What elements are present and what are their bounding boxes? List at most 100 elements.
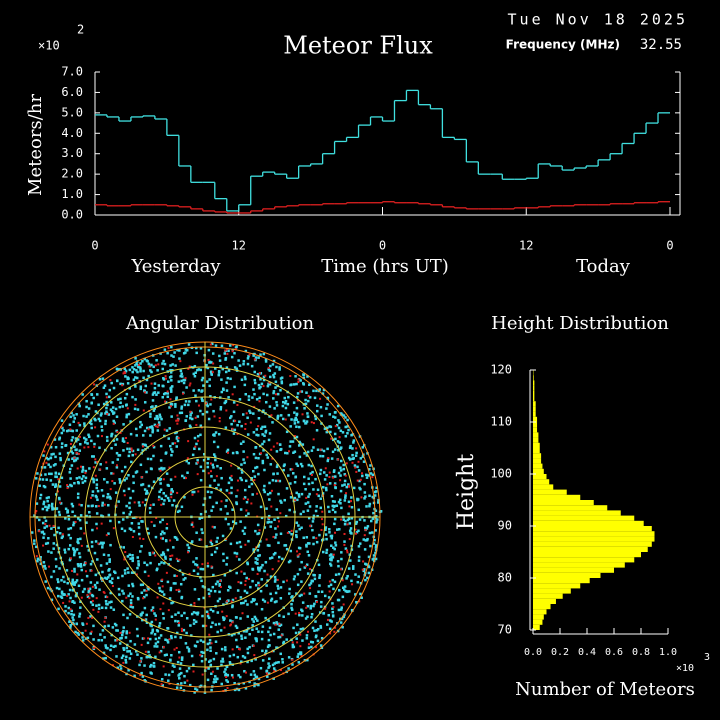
- meteor-dot: [355, 451, 358, 455]
- meteor-dot: [281, 557, 284, 561]
- meteor-dot: [128, 657, 132, 660]
- meteor-dot: [182, 392, 185, 395]
- meteor-dot: [348, 446, 352, 450]
- meteor-dot: [122, 648, 126, 652]
- meteor-dot: [295, 435, 299, 439]
- meteor-dot: [157, 384, 160, 387]
- meteor-dot: [65, 569, 69, 572]
- meteor-dot: [263, 468, 266, 472]
- meteor-dot: [270, 414, 273, 417]
- meteor-dot: [213, 434, 216, 437]
- meteor-dot: [318, 576, 321, 580]
- meteor-dot: [209, 540, 213, 544]
- meteor-dot: [247, 539, 250, 543]
- meteor-dot: [117, 454, 120, 457]
- meteor-dot: [262, 392, 265, 396]
- meteor-dot: [45, 478, 48, 481]
- meteor-dot: [141, 618, 144, 622]
- meteor-dot: [115, 379, 119, 382]
- meteor-dot: [256, 492, 259, 495]
- meteor-dot: [257, 434, 260, 437]
- meteor-dot: [279, 389, 282, 392]
- meteor-dot: [54, 565, 58, 568]
- meteor-dot: [91, 504, 94, 508]
- meteor-dot: [324, 533, 328, 536]
- meteor-dot: [112, 422, 115, 425]
- meteor-dot: [287, 560, 291, 564]
- meteor-dot: [315, 389, 318, 393]
- meteor-dot: [109, 497, 112, 500]
- meteor-dot: [131, 582, 134, 586]
- meteor-dot: [154, 655, 157, 659]
- meteor-dot: [33, 514, 36, 517]
- meteor-dot: [121, 382, 125, 386]
- meteor-dot: [141, 501, 144, 504]
- meteor-dot: [162, 646, 165, 649]
- meteor-dot: [220, 378, 223, 381]
- meteor-dot: [272, 553, 276, 556]
- meteor-dot: [140, 483, 143, 487]
- meteor-dot: [298, 568, 302, 571]
- meteor-dot: [309, 524, 312, 527]
- meteor-dot: [92, 455, 95, 458]
- meteor-dot: [47, 463, 50, 466]
- meteor-dot: [71, 578, 75, 582]
- meteor-dot: [318, 574, 322, 577]
- meteor-dot: [59, 501, 62, 504]
- meteor-dot: [291, 599, 294, 602]
- meteor-dot: [272, 621, 276, 625]
- meteor-dot: [202, 384, 205, 387]
- meteor-dot: [177, 437, 180, 440]
- meteor-dot: [239, 442, 243, 445]
- meteor-dot: [87, 504, 90, 508]
- meteor-dot: [53, 438, 57, 441]
- meteor-dot: [105, 467, 109, 470]
- meteor-dot: [140, 671, 143, 675]
- meteor-dot: [236, 423, 239, 427]
- meteor-dot: [71, 569, 74, 572]
- meteor-dot: [179, 582, 183, 586]
- meteor-dot: [268, 498, 271, 501]
- meteor-dot: [101, 546, 104, 549]
- meteor-dot: [253, 358, 256, 361]
- meteor-dot: [216, 580, 219, 583]
- meteor-dot: [196, 613, 199, 616]
- meteor-dot: [300, 655, 303, 658]
- meteor-dot: [353, 464, 357, 467]
- meteor-dot: [51, 483, 55, 486]
- meteor-dot: [241, 413, 245, 416]
- meteor-dot: [233, 428, 237, 432]
- meteor-dot: [74, 580, 78, 584]
- meteor-dot: [100, 541, 103, 545]
- meteor-dot: [143, 664, 146, 667]
- meteor-dot: [281, 661, 285, 664]
- meteor-dot: [170, 345, 173, 349]
- meteor-dot: [262, 352, 266, 356]
- meteor-dot: [199, 409, 202, 413]
- meteor-dot: [141, 675, 145, 678]
- meteor-dot: [57, 526, 60, 530]
- meteor-dot: [54, 463, 57, 466]
- meteor-dot: [243, 526, 247, 529]
- meteor-dot: [136, 370, 139, 374]
- meteor-dot: [99, 633, 102, 636]
- meteor-dot: [201, 376, 205, 380]
- meteor-dot: [292, 645, 296, 649]
- meteor-dot: [127, 487, 131, 491]
- meteor-dot: [254, 658, 257, 661]
- meteor-dot: [319, 405, 323, 409]
- meteor-dot: [184, 642, 188, 645]
- chart-title: Meteor Flux: [283, 32, 433, 60]
- meteor-dot: [273, 518, 276, 521]
- meteor-dot: [308, 505, 312, 508]
- bar: [533, 541, 652, 547]
- meteor-dot: [214, 431, 218, 434]
- meteor-dot: [295, 382, 298, 386]
- meteor-dot: [268, 481, 271, 485]
- meteor-dot: [289, 468, 293, 471]
- meteor-dot: [337, 608, 341, 612]
- meteor-dot: [306, 415, 310, 418]
- bar: [533, 396, 535, 402]
- meteor-dot: [363, 548, 367, 551]
- meteor-dot: [101, 543, 104, 546]
